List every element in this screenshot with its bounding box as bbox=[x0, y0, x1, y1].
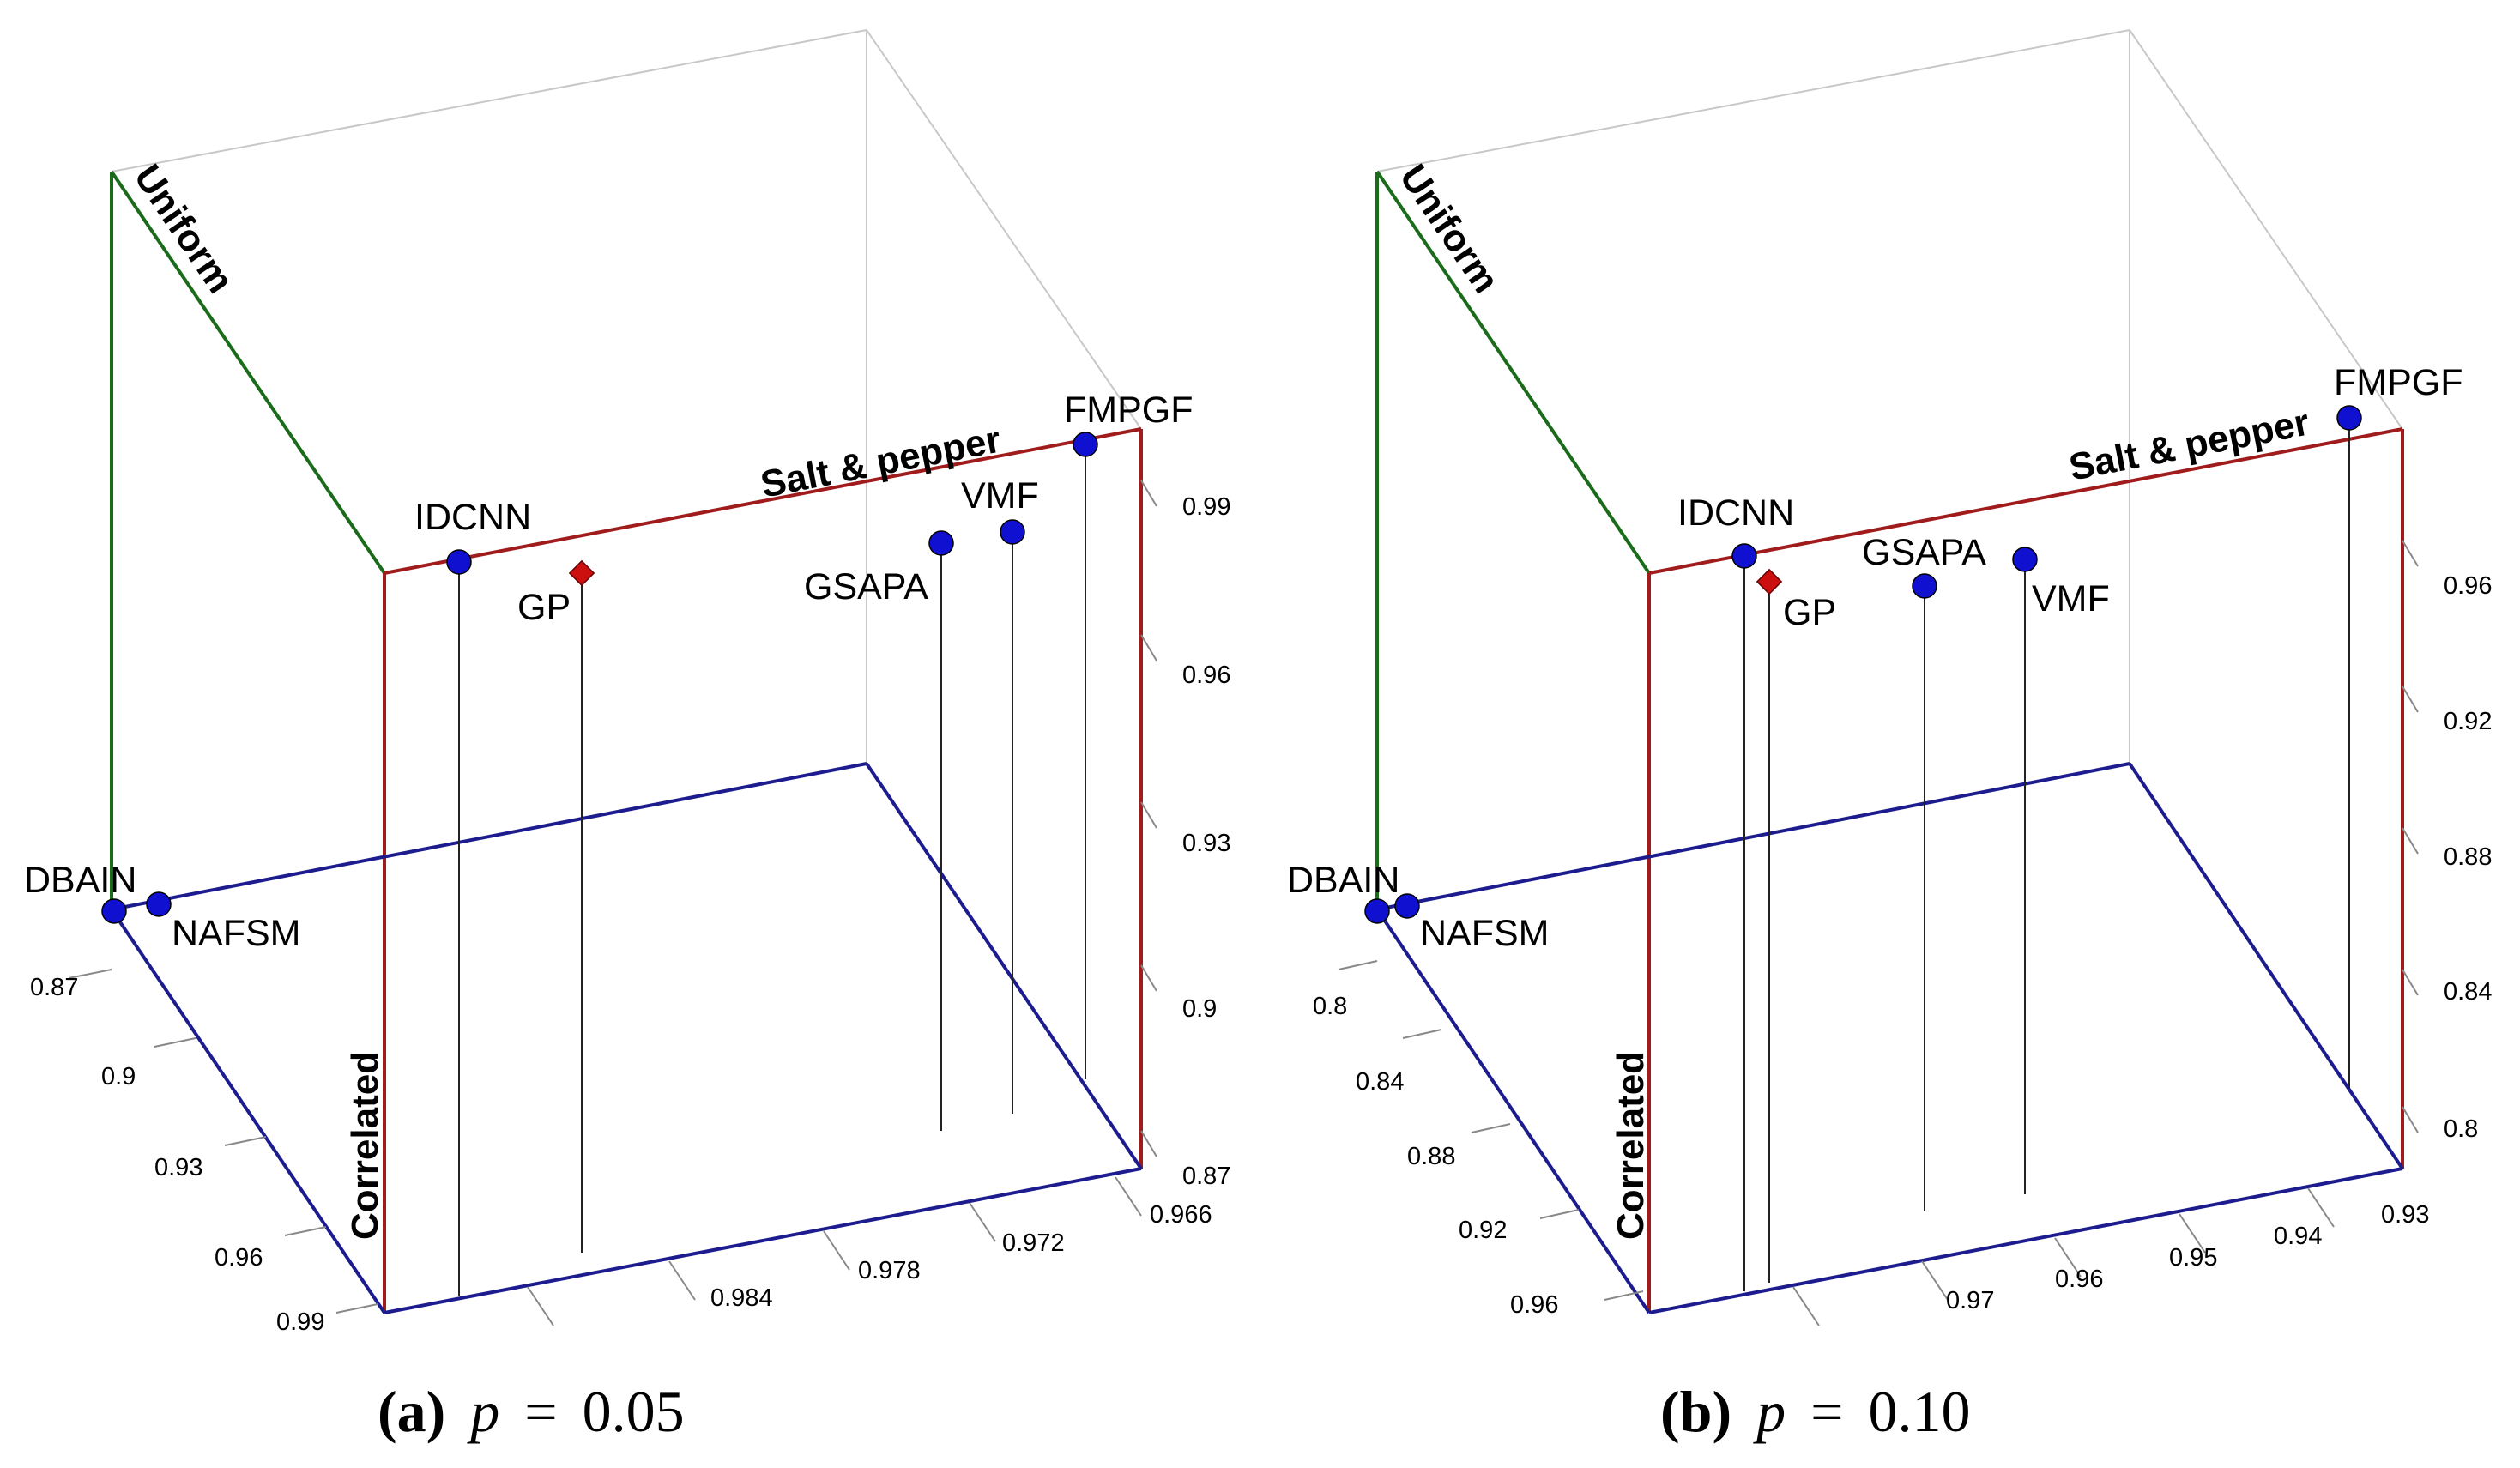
uniform-axis bbox=[1375, 170, 1651, 909]
tick-marks bbox=[1338, 540, 2419, 1326]
marker-idcnn-b bbox=[1731, 543, 1757, 569]
caption-equals-b: = bbox=[1810, 1379, 1843, 1444]
tick-marks bbox=[68, 480, 1157, 1326]
label-vmf-b: VMF bbox=[2032, 578, 2110, 619]
corr-tick-b-1: 0.84 bbox=[1356, 1068, 1404, 1096]
label-dbain-b: DBAIN bbox=[1287, 860, 1399, 901]
third-tick-a-0: 0.984 bbox=[710, 1284, 773, 1312]
marker-gp-a bbox=[568, 559, 595, 587]
sp-tick-a-2: 0.93 bbox=[1182, 830, 1230, 857]
correlated-axis bbox=[1375, 762, 2404, 1314]
corr-tick-b-3: 0.92 bbox=[1459, 1217, 1507, 1244]
correlated-axis-title-b: Correlated bbox=[1610, 1051, 1652, 1240]
box-back-edges bbox=[1376, 29, 2403, 764]
marker-gsapa-b bbox=[1912, 573, 1937, 599]
marker-dbain-a bbox=[101, 898, 127, 924]
corr-tick-a-3: 0.96 bbox=[215, 1244, 263, 1272]
salt-pepper-axis bbox=[383, 427, 1143, 1313]
third-tick-a-2: 0.972 bbox=[1002, 1229, 1065, 1257]
corr-tick-b-4: 0.96 bbox=[1510, 1291, 1558, 1319]
markers-a bbox=[101, 432, 1098, 1296]
marker-nafsm-b bbox=[1394, 893, 1420, 919]
label-fmpgf-b: FMPGF bbox=[2334, 362, 2463, 403]
label-gp-a: GP bbox=[517, 587, 571, 628]
label-nafsm-a: NAFSM bbox=[172, 913, 301, 954]
third-tick-b-2: 0.95 bbox=[2169, 1244, 2217, 1272]
sp-tick-a-0: 0.99 bbox=[1182, 493, 1230, 521]
sp-tick-a-4: 0.87 bbox=[1182, 1163, 1230, 1190]
sp-tick-b-1: 0.92 bbox=[2444, 708, 2492, 735]
caption-value-a: 0.05 bbox=[583, 1379, 685, 1444]
label-dbain-a: DBAIN bbox=[24, 860, 136, 901]
third-tick-a-3: 0.966 bbox=[1150, 1201, 1212, 1229]
sp-tick-a-3: 0.9 bbox=[1182, 995, 1217, 1023]
corr-tick-a-0: 0.87 bbox=[30, 974, 78, 1001]
corr-tick-a-4: 0.99 bbox=[276, 1308, 324, 1336]
label-fmpgf-a: FMPGF bbox=[1064, 390, 1193, 431]
caption-var-a: p bbox=[467, 1379, 499, 1444]
caption-var-b: p bbox=[1753, 1379, 1786, 1444]
third-tick-b-4: 0.93 bbox=[2381, 1201, 2429, 1229]
marker-vmf-a bbox=[1000, 519, 1025, 545]
marker-gp-b bbox=[1756, 568, 1783, 595]
label-nafsm-b: NAFSM bbox=[1420, 913, 1550, 954]
caption-letter-b: (b) bbox=[1660, 1379, 1731, 1444]
third-tick-b-0: 0.97 bbox=[1946, 1287, 1994, 1314]
box-back-edges bbox=[111, 29, 1142, 764]
marker-vmf-b bbox=[2012, 547, 2038, 572]
label-idcnn-b: IDCNN bbox=[1677, 492, 1794, 534]
salt-pepper-axis bbox=[1647, 427, 2404, 1313]
caption-equals-a: = bbox=[524, 1379, 557, 1444]
correlated-axis bbox=[110, 762, 1143, 1314]
caption-value-b: 0.10 bbox=[1868, 1379, 1970, 1444]
corr-tick-b-2: 0.88 bbox=[1407, 1143, 1455, 1170]
label-gsapa-b: GSAPA bbox=[1862, 532, 1986, 573]
marker-idcnn-a bbox=[446, 549, 472, 575]
corr-tick-b-0: 0.8 bbox=[1313, 993, 1347, 1020]
marker-nafsm-a bbox=[146, 891, 172, 917]
marker-fmpgf-b bbox=[2336, 405, 2362, 431]
corr-tick-a-1: 0.9 bbox=[101, 1063, 136, 1090]
label-gp-b: GP bbox=[1783, 592, 1836, 633]
correlated-axis-title-a: Correlated bbox=[344, 1051, 386, 1240]
corr-tick-a-2: 0.93 bbox=[154, 1154, 202, 1181]
marker-dbain-b bbox=[1364, 898, 1390, 924]
sp-tick-a-1: 0.96 bbox=[1182, 662, 1230, 689]
salt-pepper-axis-title-b: Salt & pepper bbox=[2066, 402, 2313, 489]
uniform-axis bbox=[110, 170, 386, 909]
label-gsapa-a: GSAPA bbox=[804, 566, 928, 607]
sp-tick-b-4: 0.8 bbox=[2444, 1115, 2478, 1143]
third-tick-b-3: 0.94 bbox=[2274, 1223, 2322, 1250]
markers-b bbox=[1364, 405, 2362, 1291]
panel-b: 0.96 0.92 0.88 0.84 0.8 0.8 0.84 0.88 0.… bbox=[1287, 29, 2492, 1444]
sp-tick-b-3: 0.84 bbox=[2444, 978, 2492, 1006]
third-tick-a-1: 0.978 bbox=[858, 1257, 921, 1284]
caption-a: (a) p = 0.05 bbox=[378, 1379, 685, 1444]
marker-fmpgf-a bbox=[1073, 432, 1098, 457]
label-idcnn-a: IDCNN bbox=[414, 497, 531, 538]
marker-gsapa-a bbox=[928, 530, 954, 556]
third-tick-b-1: 0.96 bbox=[2055, 1266, 2103, 1293]
label-vmf-a: VMF bbox=[961, 475, 1039, 517]
sp-tick-b-0: 0.96 bbox=[2444, 572, 2492, 600]
caption-letter-a: (a) bbox=[378, 1379, 445, 1444]
caption-b: (b) p = 0.10 bbox=[1660, 1379, 1970, 1444]
panel-a: 0.99 0.96 0.93 0.9 0.87 0.87 0.9 0.93 0.… bbox=[24, 29, 1230, 1444]
sp-tick-b-2: 0.88 bbox=[2444, 843, 2492, 871]
